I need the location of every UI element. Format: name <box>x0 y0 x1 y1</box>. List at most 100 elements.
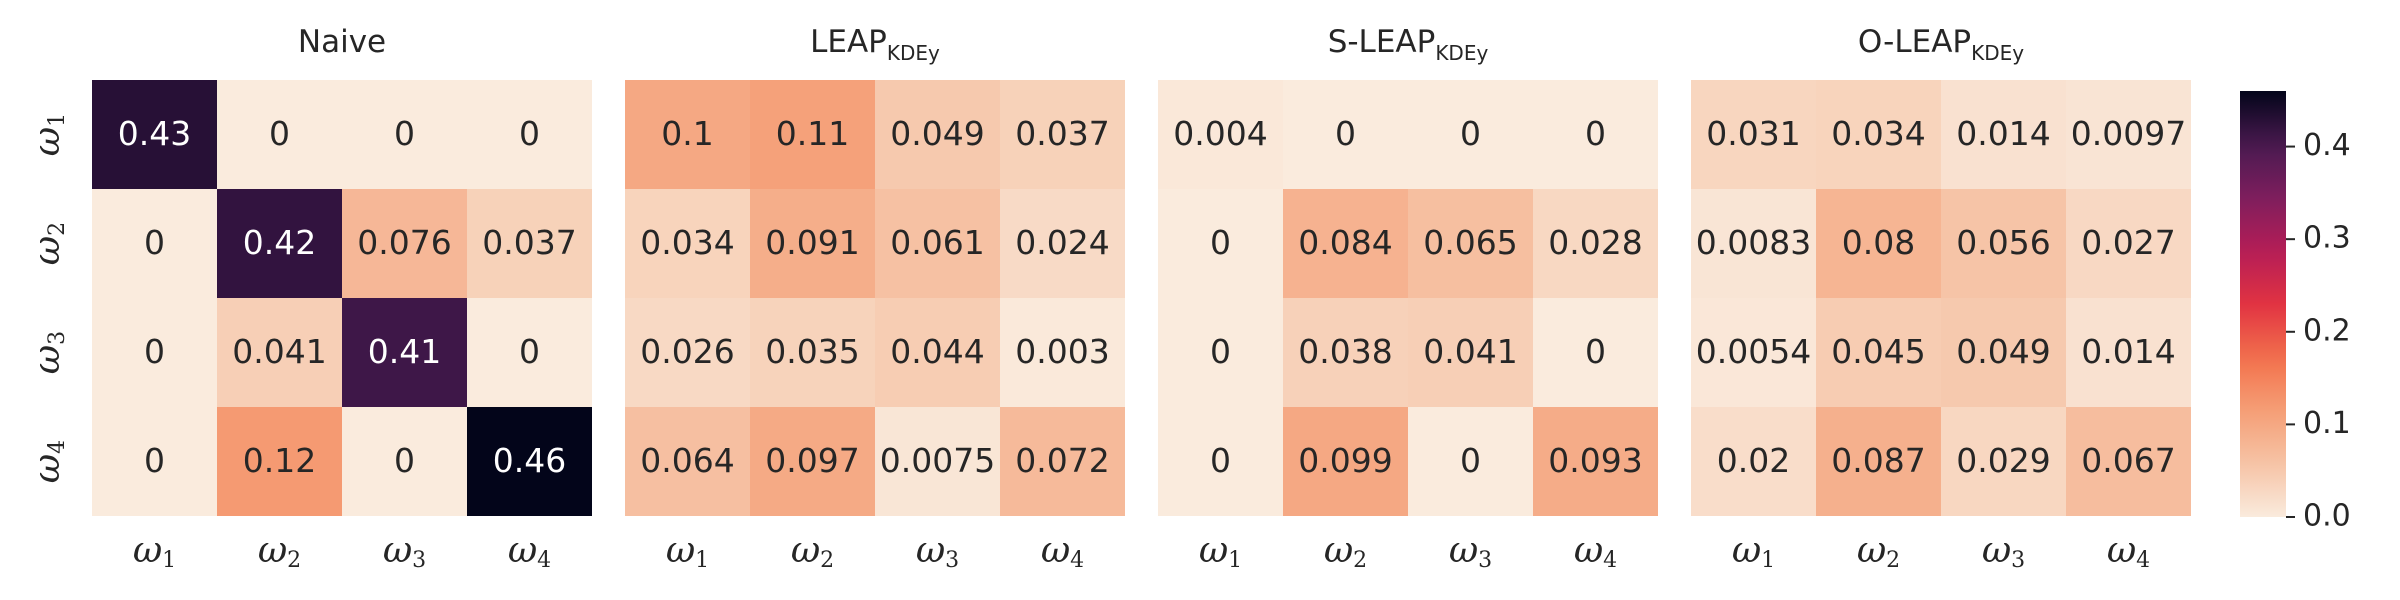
cell-value-label: 0.056 <box>1956 223 2050 262</box>
cell-value-label: 0.065 <box>1423 223 1517 262</box>
heatmap-cell <box>1408 407 1533 516</box>
heatmap-cell <box>2066 407 2191 516</box>
heatmap-cell <box>467 80 592 189</box>
column-label: ω4 <box>1574 530 1617 573</box>
heatmap-panel-2: LEAPKDEy 0.1 0.11 0.049 0.037 0.034 0.091 0.061… <box>625 24 1125 516</box>
column-label: ω1 <box>133 530 176 573</box>
colorbar-tick-label: 0.4 <box>2303 128 2351 163</box>
heatmap-cell <box>750 189 875 298</box>
cell-value-label: 0.035 <box>765 332 859 371</box>
heatmap-cell <box>625 407 750 516</box>
cell-value-label: 0.11 <box>776 114 849 153</box>
cell-value-label: 0.003 <box>1015 332 1109 371</box>
heatmap-cell <box>1691 407 1816 516</box>
colorbar-tick-label: 0.0 <box>2303 499 2351 534</box>
row-label: ω3 <box>27 331 70 374</box>
cell-value-label: 0.038 <box>1298 332 1392 371</box>
heatmap-cell <box>750 407 875 516</box>
heatmap-cell <box>1816 298 1941 407</box>
column-label: ω4 <box>508 530 551 573</box>
column-label: ω2 <box>1324 530 1367 573</box>
column-label: ω3 <box>916 530 959 573</box>
cell-value-label: 0.049 <box>1956 332 2050 371</box>
colorbar-tick-label: 0.3 <box>2303 221 2351 256</box>
heatmap-cell <box>1533 407 1658 516</box>
colorbar-tick-label: 0.1 <box>2303 406 2351 441</box>
cell-value-label: 0.46 <box>493 441 566 480</box>
cell-value-label: 0.42 <box>243 223 316 262</box>
column-label: ω4 <box>1041 530 1084 573</box>
cell-value-label: 0.031 <box>1706 114 1800 153</box>
cell-value-label: 0.014 <box>1956 114 2050 153</box>
heatmap-cell <box>342 189 467 298</box>
cell-value-label: 0.0075 <box>880 441 995 480</box>
heatmap-cell <box>2066 80 2191 189</box>
heatmap-cell <box>1816 80 1941 189</box>
cell-value-label: 0 <box>1335 114 1356 153</box>
cell-value-label: 0.014 <box>2081 332 2175 371</box>
column-label: ω3 <box>1449 530 1492 573</box>
cell-value-label: 0.027 <box>2081 223 2175 262</box>
heatmap-cell <box>875 298 1000 407</box>
colorbar-tick-label: 0.2 <box>2303 313 2351 348</box>
heatmap-cell <box>875 189 1000 298</box>
column-label: ω1 <box>1199 530 1242 573</box>
heatmap-cell <box>1533 189 1658 298</box>
colorbar-gradient <box>2240 91 2286 517</box>
panel-title: O-LEAPKDEy <box>1858 24 2024 65</box>
heatmap-cell <box>217 189 342 298</box>
row-label: ω4 <box>27 440 70 483</box>
cell-value-label: 0 <box>144 332 165 371</box>
cell-value-label: 0 <box>269 114 290 153</box>
heatmap-cell <box>625 189 750 298</box>
heatmap-cell <box>1941 298 2066 407</box>
heatmap-cell <box>342 407 467 516</box>
heatmap-cell <box>217 80 342 189</box>
heatmap-cell <box>1941 407 2066 516</box>
cell-value-label: 0.12 <box>243 441 316 480</box>
panel-title: LEAPKDEy <box>810 24 940 65</box>
heatmap-cell <box>875 407 1000 516</box>
cell-value-label: 0 <box>1460 441 1481 480</box>
heatmap-cell <box>1816 407 1941 516</box>
row-label: ω1 <box>27 113 70 156</box>
heatmap-cell <box>1158 80 1283 189</box>
cell-value-label: 0.045 <box>1831 332 1925 371</box>
heatmap-panel-4: O-LEAPKDEy 0.031 0.034 0.014 0.0097 0.0083 0.0… <box>1691 24 2191 516</box>
cell-value-label: 0.064 <box>640 441 734 480</box>
heatmap-cell <box>1408 189 1533 298</box>
cell-value-label: 0.044 <box>890 332 984 371</box>
column-label: ω2 <box>1857 530 1900 573</box>
cell-value-label: 0.024 <box>1015 223 1109 262</box>
row-label: ω2 <box>27 222 70 265</box>
cell-value-label: 0 <box>1210 441 1231 480</box>
heatmap-cell <box>1158 189 1283 298</box>
heatmap-cell <box>92 298 217 407</box>
cell-value-label: 0.028 <box>1548 223 1642 262</box>
heatmap-cell <box>1283 189 1408 298</box>
cell-value-label: 0 <box>144 441 165 480</box>
heatmap-cell <box>1283 80 1408 189</box>
cell-value-label: 0.076 <box>357 223 451 262</box>
cell-value-label: 0 <box>394 441 415 480</box>
heatmap-cell <box>217 407 342 516</box>
cell-value-label: 0.034 <box>640 223 734 262</box>
cell-value-label: 0 <box>1585 332 1606 371</box>
heatmap-cell <box>1408 298 1533 407</box>
heatmap-cell <box>2066 298 2191 407</box>
cell-value-label: 0 <box>1585 114 1606 153</box>
heatmap-cell <box>750 80 875 189</box>
cell-value-label: 0 <box>1210 332 1231 371</box>
heatmap-cell <box>342 80 467 189</box>
heatmap-cell <box>625 298 750 407</box>
heatmap-cell <box>1000 189 1125 298</box>
heatmap-cell <box>1816 189 1941 298</box>
cell-value-label: 0.049 <box>890 114 984 153</box>
column-label: ω1 <box>1732 530 1775 573</box>
cell-value-label: 0.02 <box>1717 441 1790 480</box>
cell-value-label: 0 <box>1210 223 1231 262</box>
heatmap-cell <box>625 80 750 189</box>
cell-value-label: 0 <box>519 114 540 153</box>
cell-value-label: 0.067 <box>2081 441 2175 480</box>
